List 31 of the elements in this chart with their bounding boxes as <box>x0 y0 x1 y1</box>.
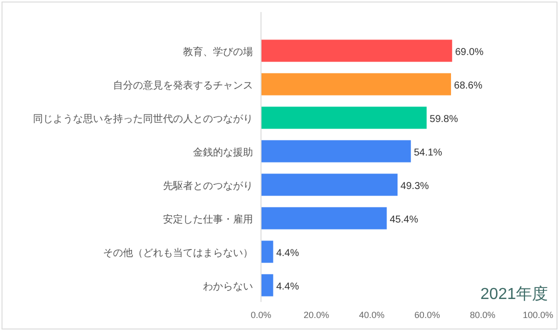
bar <box>261 174 398 196</box>
bar <box>261 274 274 296</box>
data-label: 68.6% <box>454 80 482 92</box>
bar <box>261 40 452 62</box>
x-tick-label: 20.0% <box>304 310 330 320</box>
annotation: 2021年度 <box>480 285 548 303</box>
y-tick-label: その他（どれも当てはまらない） <box>103 246 253 259</box>
y-tick-label: わからない <box>203 281 253 292</box>
data-label: 45.4% <box>390 214 418 226</box>
y-tick-label: 自分の意見を発表するチャンス <box>113 79 253 92</box>
x-tick-label: 100.0% <box>522 310 554 320</box>
x-tick-label: 60.0% <box>414 310 440 320</box>
y-tick-label: 同じような思いを持った同世代の人とのつながり <box>33 112 253 125</box>
bar <box>261 207 387 230</box>
bar <box>261 106 427 129</box>
bar <box>261 73 452 96</box>
data-label: 4.4% <box>276 281 300 292</box>
y-tick-label: 先駆者とのつながり <box>163 180 253 192</box>
x-tick-label: 40.0% <box>359 310 385 320</box>
y-tick-label: 教育、学びの場 <box>183 46 253 58</box>
data-label: 69.0% <box>455 46 484 58</box>
data-label: 4.4% <box>276 248 300 259</box>
data-label: 54.1% <box>414 147 442 158</box>
y-tick-label: 安定した仕事・雇用 <box>163 213 253 226</box>
y-tick-label: 金銭的な援助 <box>193 146 253 158</box>
x-tick-label: 80.0% <box>470 310 496 320</box>
x-tick-label: 0.0% <box>250 310 272 320</box>
bar <box>261 240 274 263</box>
bar <box>261 140 411 162</box>
data-label: 49.3% <box>400 180 430 192</box>
data-label: 59.8% <box>430 114 458 125</box>
